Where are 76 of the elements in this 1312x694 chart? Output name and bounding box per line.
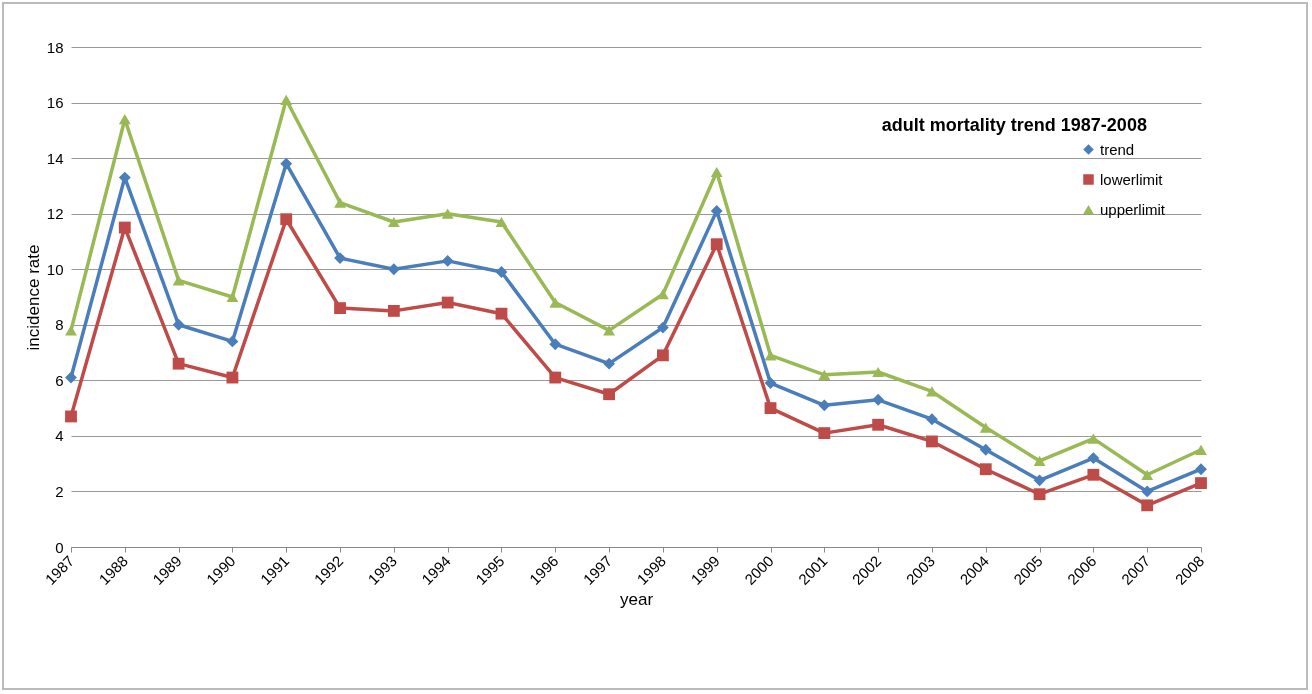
legend-label: lowerlimit — [1100, 170, 1164, 188]
point — [1141, 499, 1154, 512]
point — [387, 304, 400, 317]
point — [926, 435, 938, 448]
y-tick-label: 12 — [46, 205, 64, 223]
point — [603, 357, 616, 370]
point — [603, 325, 616, 336]
point — [872, 418, 885, 431]
point — [926, 413, 938, 426]
point — [172, 357, 185, 370]
x-axis-title: year — [619, 589, 654, 609]
point — [818, 399, 831, 412]
point — [280, 213, 293, 226]
point — [603, 388, 616, 401]
point — [818, 427, 831, 440]
point — [1087, 468, 1100, 481]
point — [1195, 477, 1207, 490]
point — [118, 221, 131, 234]
legend-label: trend — [1100, 140, 1135, 158]
point — [1195, 463, 1207, 476]
y-axis-title: incidence rate — [23, 244, 43, 351]
point — [65, 371, 77, 384]
y-tick-label: 16 — [46, 94, 64, 112]
point — [172, 318, 185, 331]
point — [1195, 444, 1207, 455]
point — [441, 208, 454, 219]
point — [441, 254, 454, 267]
point — [1033, 474, 1046, 487]
point — [334, 252, 346, 265]
point — [710, 204, 723, 217]
point — [549, 371, 562, 384]
point — [926, 386, 938, 397]
point — [172, 275, 185, 286]
point — [387, 216, 400, 228]
point — [656, 349, 669, 362]
point — [1141, 469, 1154, 480]
text: adult mortality trend 1987-2008 — [881, 115, 1147, 135]
point — [872, 366, 885, 378]
point — [1033, 455, 1046, 467]
point — [656, 321, 669, 334]
point — [495, 266, 508, 278]
point — [710, 166, 723, 178]
point — [495, 307, 508, 320]
point — [118, 114, 131, 125]
legend-label: upperlimit — [1100, 200, 1166, 218]
point — [549, 338, 562, 351]
point — [764, 350, 777, 361]
point — [764, 402, 777, 415]
point — [979, 463, 992, 476]
point — [872, 393, 885, 406]
point — [495, 216, 508, 228]
point — [1033, 488, 1046, 501]
point — [280, 157, 293, 170]
y-tick-label: 18 — [46, 38, 64, 56]
y-tick-label: 8 — [55, 316, 64, 334]
point — [549, 297, 562, 308]
y-tick-label: 6 — [55, 371, 64, 389]
point — [280, 94, 293, 105]
y-tick-label: 0 — [55, 538, 64, 556]
point — [441, 296, 454, 309]
point — [1141, 485, 1154, 498]
point — [979, 443, 992, 456]
y-tick-label: 14 — [46, 149, 64, 167]
point — [764, 377, 777, 390]
point — [334, 197, 346, 208]
point — [65, 410, 77, 423]
point — [818, 369, 831, 380]
point — [334, 302, 346, 315]
point — [979, 422, 992, 433]
point — [1087, 452, 1100, 465]
point — [710, 238, 723, 251]
y-tick-label: 10 — [46, 260, 64, 278]
y-tick-label: 4 — [55, 427, 64, 445]
point — [226, 335, 239, 348]
y-tick-label: 2 — [55, 482, 64, 500]
point — [387, 263, 400, 276]
